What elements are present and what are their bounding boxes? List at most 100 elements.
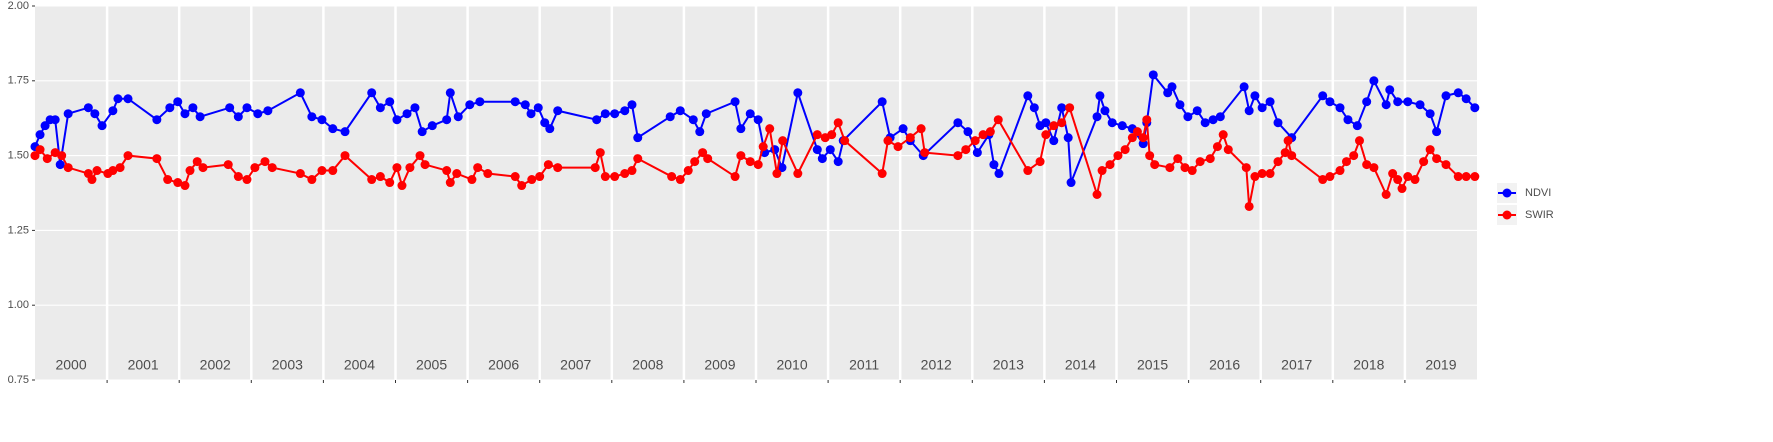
point [367,88,377,98]
point [63,109,73,119]
point [83,103,93,113]
year-label: 2014 [1065,357,1096,373]
point [1244,106,1254,116]
point [517,181,527,191]
point [1325,172,1335,182]
point [57,151,67,161]
point [877,97,887,107]
point [545,124,555,134]
point [1470,172,1480,182]
point [745,157,755,167]
point [877,169,887,179]
point [520,100,530,110]
point [745,109,755,119]
point [35,145,45,155]
point [1180,163,1190,173]
point [1257,169,1267,179]
point [173,178,183,188]
year-label: 2005 [416,357,447,373]
point [295,88,305,98]
point [263,106,273,116]
point [402,109,412,119]
point [1335,166,1345,176]
point [108,106,118,116]
point [233,172,243,182]
point [1057,103,1067,113]
point [1410,175,1420,185]
point [1105,160,1115,170]
year-label: 2011 [849,357,879,373]
point [1265,97,1275,107]
point [180,181,190,191]
point [1192,106,1202,116]
point [833,157,843,167]
point [198,163,208,173]
legend-label: SWIR [1525,209,1554,221]
point [963,127,973,137]
point [1239,82,1249,92]
point [961,145,971,155]
point [1195,157,1205,167]
point [475,97,485,107]
point [397,181,407,191]
y-tick-label: 1.25 [8,224,29,236]
point [883,136,893,146]
point [1173,154,1183,164]
year-label: 2018 [1353,357,1384,373]
point [510,97,520,107]
point [1049,136,1059,146]
point [415,151,425,161]
point [192,157,202,167]
point [367,175,377,185]
point [180,109,190,119]
point [898,124,908,134]
point [1097,166,1107,176]
point [242,175,252,185]
point [87,175,97,185]
point [683,166,693,176]
point [1318,91,1328,101]
point [108,166,118,176]
point [223,160,233,170]
point [1142,115,1152,125]
legend-key-point [1502,188,1512,198]
point [1113,151,1123,161]
point [1132,127,1142,137]
point [543,160,553,170]
point [260,157,270,167]
point [595,148,605,158]
point [1318,175,1328,185]
point [1283,136,1293,146]
point [1265,169,1275,179]
point [527,175,537,185]
point [1127,133,1137,143]
point [1150,160,1160,170]
year-label: 2003 [272,357,303,373]
point [375,103,385,113]
point [665,112,675,122]
year-label: 2001 [128,357,159,373]
point [1095,91,1105,101]
point [1092,112,1102,122]
point [50,115,60,125]
year-label: 2000 [55,357,86,373]
point [1352,121,1362,131]
point [540,118,550,128]
point [467,175,477,185]
point [1461,94,1471,104]
point [392,115,402,125]
point [590,163,600,173]
point [793,88,803,98]
point [233,112,243,122]
point [600,172,610,182]
point [812,130,822,140]
point [1461,172,1471,182]
point [307,175,317,185]
point [620,169,630,179]
point [1100,106,1110,116]
point [417,127,427,137]
point [1393,97,1403,107]
point [1388,169,1398,179]
point [307,112,317,122]
